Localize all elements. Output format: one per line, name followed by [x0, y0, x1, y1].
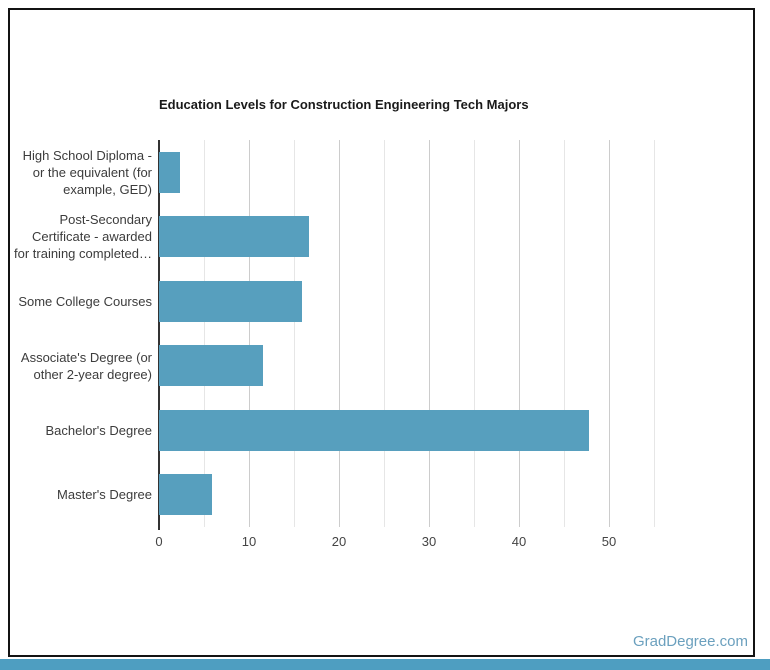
y-axis-baseline	[158, 140, 160, 530]
x-tick-label: 10	[241, 534, 257, 549]
bar	[159, 345, 264, 387]
bar-series	[159, 140, 654, 527]
chart-card	[8, 8, 755, 657]
x-tick-label: 40	[511, 534, 527, 549]
bar-row	[159, 269, 654, 334]
bar	[159, 409, 590, 451]
category-label: Post-Secondary Certificate - awarded for t…	[13, 212, 152, 262]
major-gridline	[429, 140, 430, 527]
bar	[159, 280, 303, 322]
bar-row	[159, 463, 654, 528]
category-label: High School Diploma - or the equivalent (…	[22, 147, 152, 197]
major-gridline	[249, 140, 250, 527]
chart-title: Education Levels for Construction Engine…	[159, 97, 529, 112]
graddegree-watermark-link[interactable]: GradDegree.com	[632, 633, 748, 650]
bar	[159, 151, 180, 193]
x-tick-label: 0	[155, 534, 163, 549]
minor-gridline	[474, 140, 475, 527]
bar-row	[159, 140, 654, 205]
major-gridline	[339, 140, 340, 527]
minor-gridline	[294, 140, 295, 527]
major-gridline	[519, 140, 520, 527]
x-tick-label: 20	[331, 534, 347, 549]
footer-brand-bar	[0, 659, 770, 670]
x-axis-tick-labels: 0 10 20 30 40 50	[155, 534, 654, 550]
major-gridline	[609, 140, 610, 527]
bar	[159, 474, 213, 516]
bar-row	[159, 205, 654, 270]
category-label: Master's Degree	[57, 487, 152, 503]
plot-area	[158, 140, 655, 530]
minor-gridline	[654, 140, 655, 527]
x-tick-label: 30	[421, 534, 437, 549]
minor-gridline	[204, 140, 205, 527]
category-axis-labels: High School Diploma - or the equivalent (…	[0, 140, 152, 527]
bar	[159, 216, 310, 258]
minor-gridline	[384, 140, 385, 527]
category-label: Some College Courses	[18, 293, 152, 309]
category-label: Associate's Degree (or other 2-year degre…	[20, 349, 152, 382]
category-label: Bachelor's Degree	[45, 422, 152, 438]
gridlines	[159, 140, 655, 527]
bar-row	[159, 398, 654, 463]
x-tick-label: 50	[601, 534, 617, 549]
bar-row	[159, 334, 654, 399]
minor-gridline	[564, 140, 565, 527]
